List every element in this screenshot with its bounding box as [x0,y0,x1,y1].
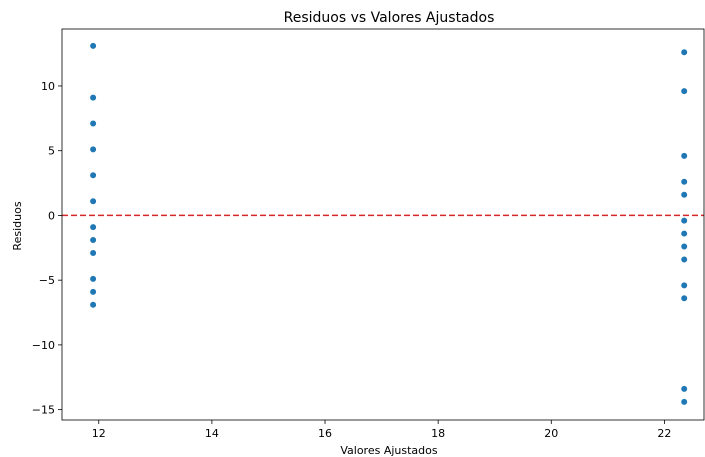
data-point [680,152,688,160]
data-point [680,229,688,238]
data-point [680,242,688,251]
data-point [89,94,97,102]
y-tick-label: 10 [41,80,55,93]
plot-frame [61,28,705,421]
y-tick-label: 0 [48,209,55,222]
data-point [89,42,97,50]
x-tick-label: 22 [657,427,671,440]
data-point [89,197,97,205]
x-tick-label: 16 [318,427,332,440]
data-point [680,294,688,302]
x-tick-label: 18 [431,427,445,440]
x-axis-label: Valores Ajustados [340,444,438,457]
y-tick-label: −15 [32,404,55,417]
data-point [680,87,688,95]
data-point [89,236,97,244]
data-point [89,249,97,257]
data-point [680,385,688,393]
x-tick-label: 14 [205,427,219,440]
y-tick-label: −10 [32,339,55,352]
data-point [680,178,688,186]
data-point [89,288,97,296]
x-tick-label: 20 [544,427,558,440]
data-point [680,398,688,406]
y-tick-label: 5 [48,145,55,158]
data-point [89,275,97,283]
data-point [89,119,97,128]
data-point [89,171,97,179]
data-point [680,48,688,56]
data-point [89,223,97,231]
data-point [680,191,688,199]
data-point [680,281,688,289]
chart-title: Residuos vs Valores Ajustados [284,10,495,26]
data-point [680,255,688,264]
y-tick-label: −5 [39,274,55,287]
plot-area: 12 14 16 18 20 22 −15 −10 −5 0 5 10 [32,28,705,440]
data-point [89,145,97,154]
y-axis-label: Residuos [11,201,24,250]
x-tick-label: 12 [92,427,106,440]
data-point [680,217,688,225]
data-point [89,301,97,309]
